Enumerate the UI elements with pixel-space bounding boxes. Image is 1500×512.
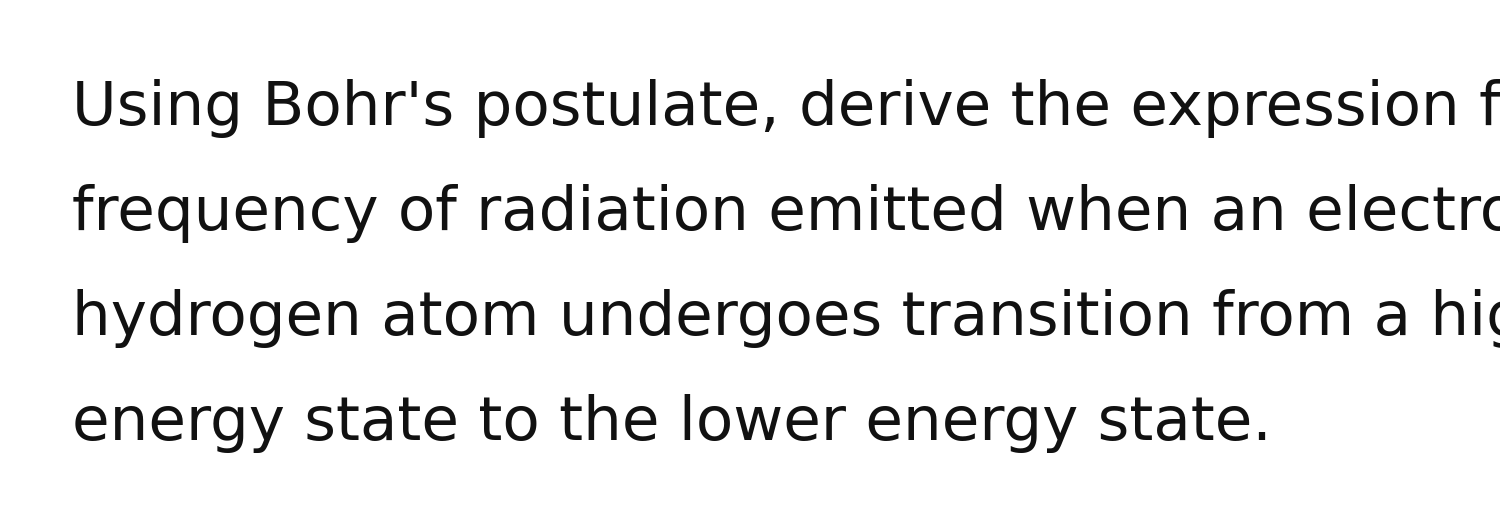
Text: hydrogen atom undergoes transition from a higher: hydrogen atom undergoes transition from … (72, 289, 1500, 348)
Text: frequency of radiation emitted when an electron in a: frequency of radiation emitted when an e… (72, 184, 1500, 243)
Text: Using Bohr's postulate, derive the expression for the: Using Bohr's postulate, derive the expre… (72, 79, 1500, 138)
Text: energy state to the lower energy state.: energy state to the lower energy state. (72, 394, 1272, 453)
